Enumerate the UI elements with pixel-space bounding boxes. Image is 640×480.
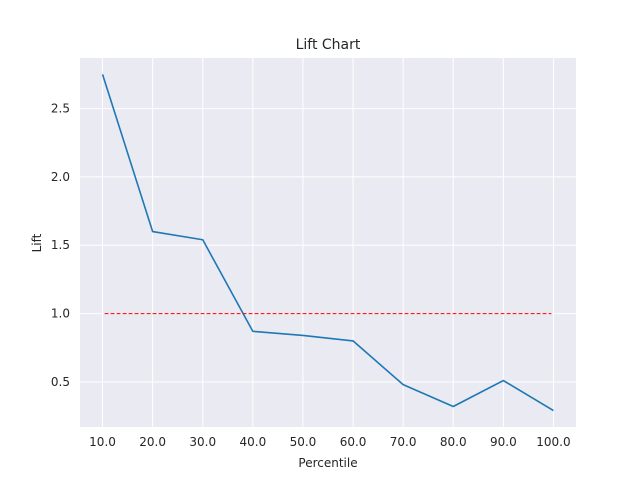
- x-tick-label: 10.0: [89, 435, 116, 449]
- x-tick-label: 100.0: [536, 435, 570, 449]
- x-tick-label: 80.0: [440, 435, 467, 449]
- x-tick-label: 60.0: [340, 435, 367, 449]
- x-tick-label: 70.0: [390, 435, 417, 449]
- x-tick-label: 30.0: [189, 435, 216, 449]
- x-tick-labels: 10.0 20.0 30.0 40.0 50.0 60.0 70.0 80.0 90.0 100.…: [89, 435, 570, 449]
- x-tick-label: 40.0: [239, 435, 266, 449]
- x-tick-label: 90.0: [490, 435, 517, 449]
- y-axis-label: Lift: [30, 233, 44, 252]
- x-tick-label: 50.0: [290, 435, 317, 449]
- lift-series-line: [101, 74, 554, 412]
- x-tick-label: 20.0: [139, 435, 166, 449]
- series-layer: [101, 74, 554, 412]
- y-tick-label: 1.0: [51, 307, 70, 321]
- y-tick-labels: 0.5 1.0 1.5 2.0 2.5: [51, 102, 70, 389]
- plot-area: [80, 58, 576, 427]
- chart-title: Lift Chart: [296, 37, 361, 53]
- x-axis-label: Percentile: [298, 456, 357, 470]
- y-tick-label: 2.5: [51, 102, 70, 116]
- grid: [80, 58, 576, 427]
- y-tick-label: 0.5: [51, 375, 70, 389]
- y-tick-label: 1.5: [51, 238, 70, 252]
- y-tick-label: 2.0: [51, 170, 70, 184]
